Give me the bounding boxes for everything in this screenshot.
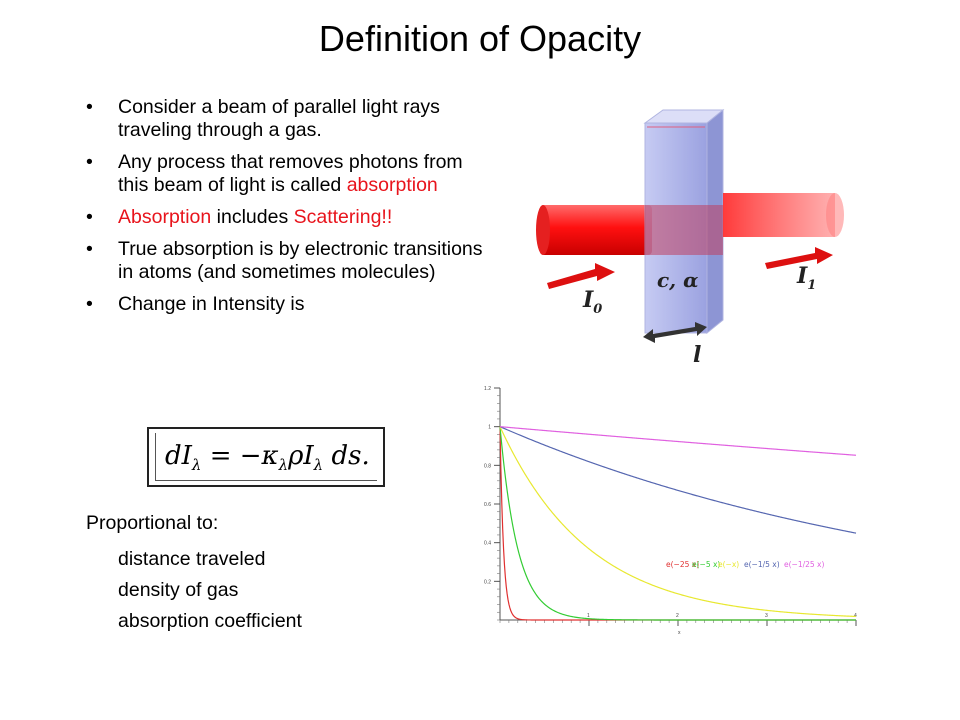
proportional-item: absorption coefficient	[118, 610, 302, 632]
legend-entry: e(−25 x)	[666, 560, 699, 569]
bullet-dot: •	[86, 96, 93, 118]
bullet-item: • Absorption includes Scattering!!	[86, 206, 486, 229]
proportional-item: distance traveled	[118, 548, 266, 570]
x-tick-label: 1	[587, 613, 590, 619]
intensity-equation: dIλ = −κλρIλ ds.	[165, 441, 370, 475]
bullet-item: • Change in Intensity is	[86, 293, 486, 316]
y-tick-label: 0.2	[484, 579, 491, 585]
transmitted-label: I1	[796, 263, 816, 293]
y-tick-label: 1.2	[484, 386, 491, 392]
bullet-dot: •	[86, 238, 93, 260]
series-line	[499, 426, 856, 621]
absorption-illustration: c, α I0 I1 l	[536, 108, 844, 368]
x-tick-label: 2	[676, 613, 679, 619]
bullet-text: True absorption is by electronic transit…	[118, 238, 483, 283]
y-tick-label: 0.4	[484, 541, 491, 547]
bullet-dot: •	[86, 151, 93, 173]
y-tick-label: 1	[488, 425, 491, 431]
proportional-item: density of gas	[118, 579, 239, 601]
exponential-decay-chart: 1 2 3 40.20.40.60.811.2xe(−25 x)e(−5 x)e(−x…	[484, 386, 857, 635]
bullet-text: Consider a beam of parallel light rays t…	[118, 96, 440, 141]
intensity-equation-box: dIλ = −κλρIλ ds.	[147, 427, 385, 487]
bullet-text: includes	[211, 206, 294, 228]
proportional-list: distance traveled density of gas absorpt…	[118, 548, 302, 641]
bullet-dot: •	[86, 293, 93, 315]
legend-entry: e(−1/25 x)	[784, 560, 824, 569]
bullet-text: Any process that removes photons from th…	[118, 151, 463, 196]
series-line	[499, 426, 856, 621]
series-line	[499, 426, 857, 534]
legend-entry: e(−5 x)	[692, 560, 720, 569]
highlight-text: Scattering!!	[293, 206, 393, 228]
bullet-item: • True absorption is by electronic transi…	[86, 238, 486, 284]
x-axis-label: x	[678, 630, 681, 635]
highlight-text: Absorption	[118, 206, 212, 228]
transmitted-beam	[723, 193, 835, 237]
legend-entry: e(−x)	[718, 560, 739, 569]
bullet-text: Change in Intensity is	[118, 293, 305, 315]
transmitted-arrow	[765, 247, 833, 269]
y-tick-label: 0.6	[484, 502, 491, 508]
slide-title: Definition of Opacity	[318, 18, 642, 59]
bullet-item: • Any process that removes photons from t…	[86, 151, 486, 197]
legend-entry: e(−1/5 x)	[744, 560, 780, 569]
highlight-text: absorption	[346, 174, 438, 196]
length-label: l	[693, 342, 701, 368]
bullet-item: • Consider a beam of parallel light rays …	[86, 96, 486, 142]
bullet-dot: •	[86, 206, 93, 228]
series-line	[499, 426, 857, 456]
incident-beam	[540, 205, 652, 255]
y-tick-label: 0.8	[484, 463, 491, 469]
medium-label: c, α	[657, 268, 699, 292]
bullet-list: • Consider a beam of parallel light rays …	[86, 96, 486, 325]
incident-arrow	[547, 263, 615, 289]
series-line	[499, 426, 857, 618]
proportional-title: Proportional to:	[86, 512, 219, 534]
x-tick-label: 3	[765, 613, 768, 619]
incident-label: I0	[582, 287, 602, 317]
length-arrow	[643, 322, 707, 343]
